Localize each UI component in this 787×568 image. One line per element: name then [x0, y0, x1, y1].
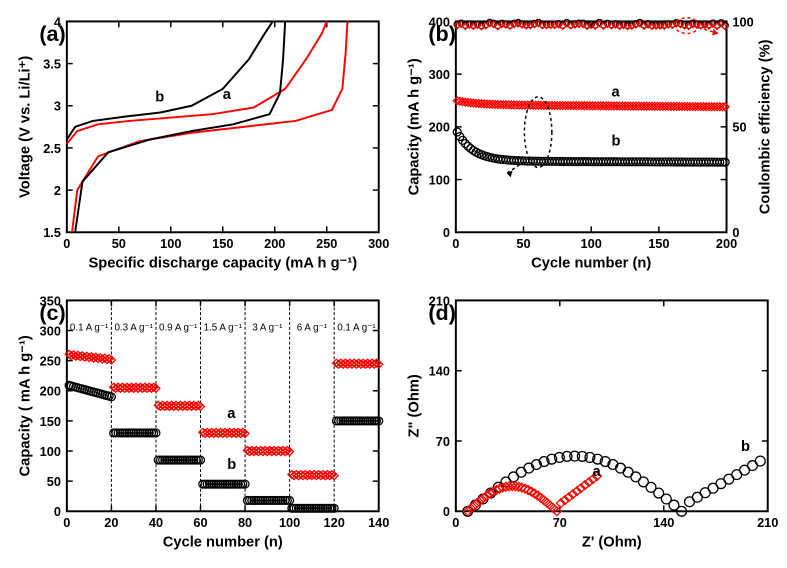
svg-text:0.1 A g⁻¹: 0.1 A g⁻¹: [337, 323, 376, 334]
svg-text:(d): (d): [428, 300, 456, 325]
svg-text:2.5: 2.5: [43, 141, 61, 156]
svg-text:Z" (Ohm): Z" (Ohm): [406, 374, 422, 437]
svg-text:100: 100: [160, 236, 181, 251]
svg-text:Cycle number (n): Cycle number (n): [163, 535, 283, 551]
svg-text:200: 200: [264, 236, 285, 251]
svg-text:50: 50: [47, 474, 61, 489]
svg-text:3: 3: [54, 99, 61, 114]
figure-grid: 0501001502002503001.522.533.54Specific d…: [8, 8, 779, 560]
svg-text:140: 140: [653, 515, 674, 530]
svg-text:a: a: [611, 84, 620, 100]
svg-text:250: 250: [40, 354, 61, 369]
svg-text:b: b: [155, 90, 164, 106]
panel-d: 070140210070140210Z' (Ohm)Z" (Ohm)ab(d): [397, 287, 780, 560]
svg-text:b: b: [611, 133, 620, 149]
svg-text:(c): (c): [39, 300, 65, 325]
panel-b: 0501001502000100200300400050100Cycle num…: [397, 8, 780, 281]
svg-text:70: 70: [552, 515, 566, 530]
svg-text:150: 150: [212, 236, 233, 251]
svg-text:300: 300: [368, 236, 389, 251]
svg-text:210: 210: [757, 515, 778, 530]
svg-text:300: 300: [40, 323, 61, 338]
svg-text:Cycle number (n): Cycle number (n): [531, 256, 651, 272]
svg-text:100: 100: [580, 236, 601, 251]
svg-text:20: 20: [104, 515, 118, 530]
svg-text:3 A g⁻¹: 3 A g⁻¹: [252, 323, 283, 334]
svg-text:1.5 A g⁻¹: 1.5 A g⁻¹: [204, 323, 243, 334]
svg-text:b: b: [227, 457, 236, 473]
svg-text:0: 0: [452, 515, 459, 530]
svg-text:40: 40: [149, 515, 163, 530]
svg-text:0: 0: [732, 225, 739, 240]
svg-text:300: 300: [428, 67, 449, 82]
svg-text:0.3 A g⁻¹: 0.3 A g⁻¹: [114, 323, 153, 334]
svg-text:Voltage (V vs. Li/Li⁺): Voltage (V vs. Li/Li⁺): [18, 56, 34, 198]
svg-text:50: 50: [112, 236, 126, 251]
svg-text:(a): (a): [39, 21, 65, 46]
svg-text:2: 2: [54, 183, 61, 198]
svg-text:a: a: [223, 87, 232, 103]
svg-text:120: 120: [324, 515, 345, 530]
svg-text:0.1 A g⁻¹: 0.1 A g⁻¹: [70, 323, 109, 334]
svg-text:3.5: 3.5: [43, 56, 61, 71]
svg-text:100: 100: [732, 14, 753, 29]
svg-text:140: 140: [428, 364, 449, 379]
svg-text:50: 50: [516, 236, 530, 251]
svg-text:100: 100: [40, 444, 61, 459]
svg-text:200: 200: [428, 120, 449, 135]
svg-text:6 A g⁻¹: 6 A g⁻¹: [297, 323, 328, 334]
panel-a: 0501001502002503001.522.533.54Specific d…: [8, 8, 391, 281]
svg-text:150: 150: [40, 414, 61, 429]
svg-text:100: 100: [279, 515, 300, 530]
svg-text:0.9 A g⁻¹: 0.9 A g⁻¹: [159, 323, 198, 334]
svg-text:50: 50: [732, 120, 746, 135]
svg-text:b: b: [740, 439, 749, 455]
svg-text:Coulombic efficiency (%): Coulombic efficiency (%): [757, 39, 773, 214]
svg-text:0: 0: [63, 236, 70, 251]
svg-text:0: 0: [63, 515, 70, 530]
svg-text:200: 200: [40, 384, 61, 399]
svg-text:Capacity (mA h g⁻¹): Capacity (mA h g⁻¹): [406, 58, 422, 195]
svg-text:(b): (b): [428, 21, 456, 46]
svg-text:0: 0: [54, 504, 61, 519]
svg-text:Capacity ( mA h g⁻¹): Capacity ( mA h g⁻¹): [18, 335, 34, 476]
svg-text:Z' (Ohm): Z' (Ohm): [581, 535, 641, 551]
svg-text:80: 80: [238, 515, 252, 530]
svg-text:a: a: [592, 464, 601, 480]
svg-text:1.5: 1.5: [43, 225, 61, 240]
svg-text:100: 100: [428, 172, 449, 187]
svg-text:a: a: [227, 406, 236, 422]
svg-text:250: 250: [316, 236, 337, 251]
svg-text:0: 0: [442, 504, 449, 519]
svg-text:70: 70: [435, 434, 449, 449]
svg-text:0: 0: [452, 236, 459, 251]
svg-text:140: 140: [368, 515, 389, 530]
svg-text:150: 150: [648, 236, 669, 251]
panel-c: 020406080100120140050100150200250300350C…: [8, 287, 391, 560]
svg-text:Specific discharge capacity (m: Specific discharge capacity (mA h g⁻¹): [88, 256, 357, 272]
svg-text:0: 0: [442, 225, 449, 240]
svg-text:60: 60: [193, 515, 207, 530]
